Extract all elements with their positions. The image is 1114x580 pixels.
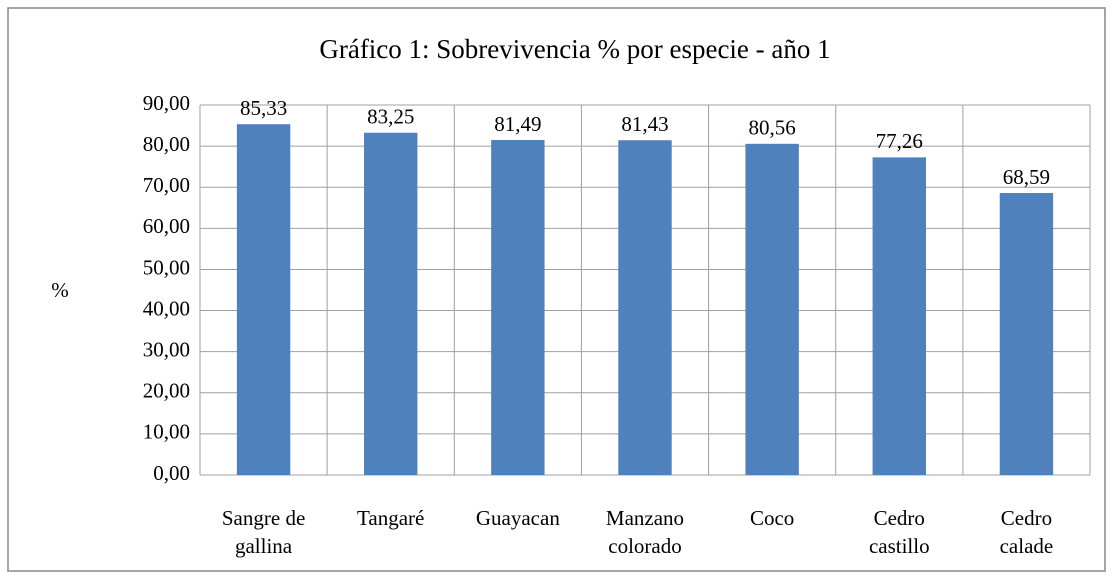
bar	[745, 143, 799, 475]
y-tick-label: 50,00	[143, 255, 190, 279]
x-tick-label: Sangre de gallina	[222, 506, 305, 558]
data-label: 81,43	[621, 112, 668, 136]
bar	[364, 132, 418, 475]
data-label: 85,33	[240, 96, 287, 120]
bar	[491, 139, 545, 476]
data-label: 80,56	[749, 116, 796, 140]
data-label: 77,26	[876, 129, 923, 153]
x-tick-label: Coco	[750, 506, 794, 530]
data-label: 68,59	[1003, 165, 1050, 189]
data-label: 83,25	[367, 105, 414, 129]
x-tick-label: Tangaré	[357, 506, 424, 530]
y-tick-label: 90,00	[143, 91, 190, 115]
y-tick-label: 70,00	[143, 173, 190, 197]
y-axis-label: %	[51, 278, 69, 302]
bar	[236, 124, 291, 476]
y-tick-label: 20,00	[143, 379, 190, 403]
y-tick-label: 30,00	[143, 337, 190, 361]
bar	[999, 193, 1054, 475]
y-tick-label: 40,00	[143, 296, 190, 320]
x-tick-label: Cedro calade	[1000, 506, 1054, 558]
y-tick-label: 0,00	[153, 461, 190, 485]
y-tick-label: 10,00	[143, 420, 190, 444]
chart-title: Gráfico 1: Sobrevivencia % por especie -…	[319, 34, 830, 64]
bar	[872, 157, 926, 475]
x-tick-label: Manzano colorado	[606, 506, 684, 558]
data-label: 81,49	[494, 112, 541, 136]
bar	[618, 140, 672, 475]
y-tick-label: 60,00	[143, 214, 190, 238]
y-tick-label: 80,00	[143, 132, 190, 156]
x-tick-label: Cedro castillo	[869, 506, 930, 558]
x-tick-label: Guayacan	[476, 506, 560, 530]
